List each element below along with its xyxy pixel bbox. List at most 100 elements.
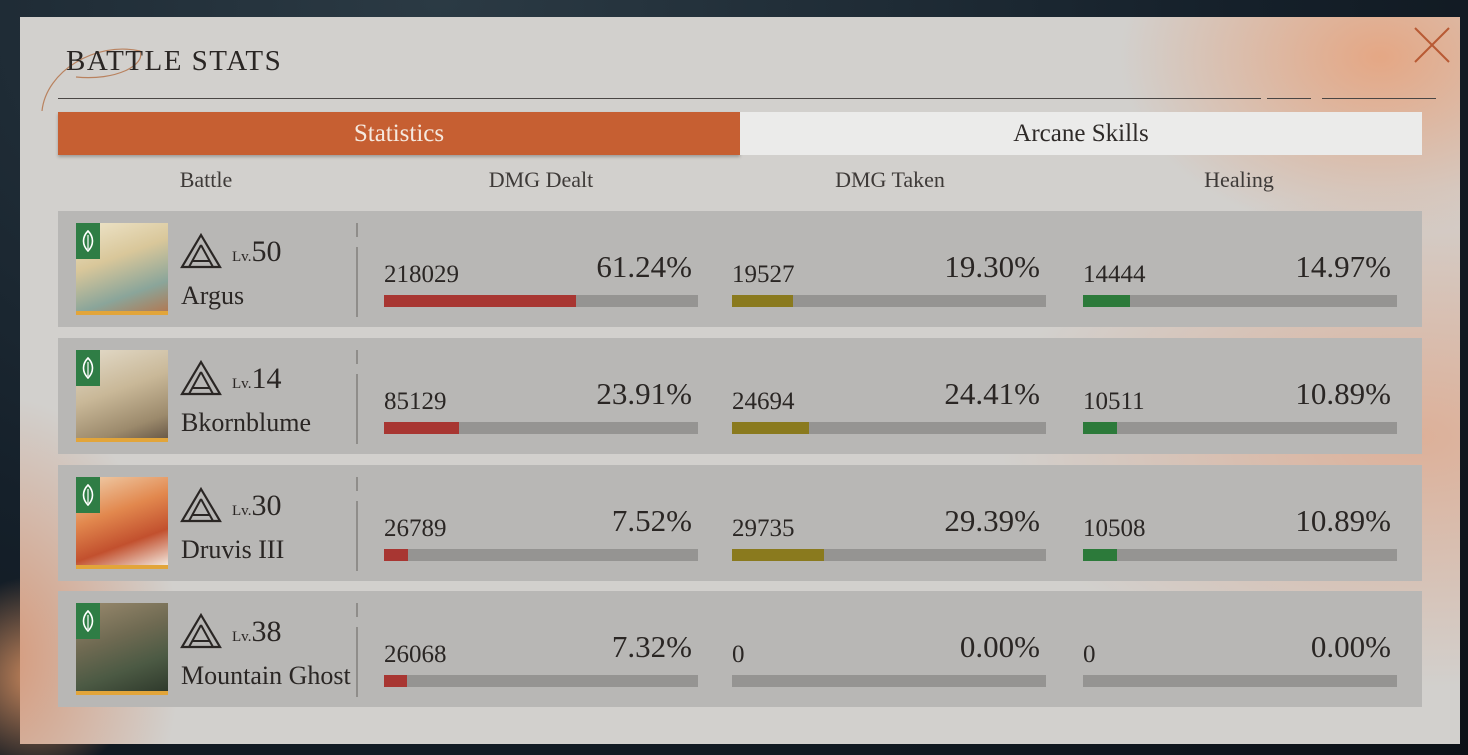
column-divider <box>356 627 358 697</box>
level-value: 50 <box>251 235 282 268</box>
dmg-taken-percent: 0.00% <box>959 629 1040 664</box>
dmg-dealt-percent: 23.91% <box>596 376 692 411</box>
dmg-dealt-bar-track <box>384 675 698 687</box>
healing-stat: 10511 10.89% <box>1083 376 1397 438</box>
tab-bar: Statistics Arcane Skills <box>58 112 1422 155</box>
dmg-dealt-stat: 218029 61.24% <box>384 249 698 311</box>
level-value: 30 <box>251 489 282 522</box>
dmg-dealt-bar-fill <box>384 675 407 687</box>
dmg-taken-bar-fill <box>732 295 793 307</box>
dmg-taken-value: 29735 <box>732 515 795 542</box>
column-divider <box>356 350 358 364</box>
leaf-element-icon <box>76 350 100 386</box>
title-divider-segment <box>1267 98 1311 99</box>
level-prefix: Lv. <box>232 376 252 392</box>
tab-statistics[interactable]: Statistics <box>58 112 740 155</box>
dmg-dealt-bar-track <box>384 549 698 561</box>
column-divider <box>356 223 358 237</box>
title-divider-segment <box>1322 98 1436 99</box>
close-icon <box>1414 27 1450 63</box>
panel-title: BATTLE STATS <box>66 45 283 77</box>
character-portrait[interactable] <box>76 223 168 315</box>
column-divider <box>356 247 358 317</box>
healing-percent: 14.97% <box>1295 249 1391 284</box>
dmg-dealt-bar-track <box>384 422 698 434</box>
character-portrait[interactable] <box>76 477 168 569</box>
healing-bar-fill <box>1083 422 1118 434</box>
dmg-taken-value: 24694 <box>732 388 795 415</box>
healing-stat: 14444 14.97% <box>1083 249 1397 311</box>
column-divider <box>356 501 358 571</box>
dmg-taken-bar-track <box>732 295 1046 307</box>
level-prefix: Lv. <box>232 629 252 645</box>
tab-arcane-skills[interactable]: Arcane Skills <box>740 112 1422 155</box>
healing-percent: 0.00% <box>1310 629 1391 664</box>
triangle-tier-icon <box>180 487 222 523</box>
dmg-dealt-stat: 26789 7.52% <box>384 503 698 565</box>
healing-stat: 0 0.00% <box>1083 629 1397 691</box>
character-level: Lv.50 <box>232 235 281 269</box>
dmg-dealt-bar-fill <box>384 422 460 434</box>
dmg-dealt-percent: 7.32% <box>611 629 692 664</box>
character-name: Mountain Ghost <box>181 661 351 690</box>
column-divider <box>356 477 358 491</box>
leaf-element-icon <box>76 477 100 513</box>
character-name: Argus <box>181 281 245 310</box>
dmg-taken-bar-fill <box>732 549 825 561</box>
column-divider <box>356 374 358 444</box>
healing-value: 10511 <box>1083 388 1145 415</box>
dmg-taken-bar-track <box>732 422 1046 434</box>
healing-value: 10508 <box>1083 515 1146 542</box>
character-portrait[interactable] <box>76 350 168 442</box>
level-prefix: Lv. <box>232 503 252 519</box>
dmg-dealt-percent: 61.24% <box>596 249 692 284</box>
level-value: 38 <box>251 615 282 648</box>
column-header-dmg-taken: DMG Taken <box>835 167 945 192</box>
dmg-dealt-stat: 26068 7.32% <box>384 629 698 691</box>
healing-bar-fill <box>1083 295 1130 307</box>
character-level: Lv.38 <box>232 615 281 649</box>
dmg-dealt-stat: 85129 23.91% <box>384 376 698 438</box>
column-divider <box>356 603 358 617</box>
column-headers: Battle DMG Dealt DMG Taken Healing <box>20 167 1460 197</box>
character-row: Lv.38 Mountain Ghost 26068 7.32% 0 0.00% … <box>58 591 1422 707</box>
leaf-element-icon <box>76 603 100 639</box>
healing-percent: 10.89% <box>1295 376 1391 411</box>
healing-bar-track <box>1083 549 1397 561</box>
healing-value: 0 <box>1083 641 1096 668</box>
healing-bar-fill <box>1083 549 1118 561</box>
dmg-taken-stat: 29735 29.39% <box>732 503 1046 565</box>
title-swirl-ornament <box>41 48 142 112</box>
column-header-healing: Healing <box>1204 167 1274 192</box>
character-level: Lv.30 <box>232 489 281 523</box>
dmg-dealt-value: 85129 <box>384 388 447 415</box>
character-name: Druvis III <box>181 535 285 564</box>
character-level: Lv.14 <box>232 362 281 396</box>
dmg-dealt-percent: 7.52% <box>611 503 692 538</box>
dmg-taken-bar-fill <box>732 422 809 434</box>
leaf-element-icon <box>76 223 100 259</box>
character-portrait[interactable] <box>76 603 168 695</box>
dmg-taken-stat: 0 0.00% <box>732 629 1046 691</box>
healing-bar-track <box>1083 422 1397 434</box>
dmg-taken-percent: 29.39% <box>944 503 1040 538</box>
close-button[interactable] <box>1412 25 1452 65</box>
character-row: Lv.30 Druvis III 26789 7.52% 29735 29.39%… <box>58 465 1422 581</box>
dmg-dealt-value: 26068 <box>384 641 447 668</box>
dmg-dealt-value: 26789 <box>384 515 447 542</box>
dmg-taken-bar-track <box>732 549 1046 561</box>
dmg-taken-percent: 24.41% <box>944 376 1040 411</box>
healing-value: 14444 <box>1083 261 1146 288</box>
character-name: Bkornblume <box>181 408 311 437</box>
character-row: Lv.14 Bkornblume 85129 23.91% 24694 24.41… <box>58 338 1422 454</box>
healing-percent: 10.89% <box>1295 503 1391 538</box>
dmg-dealt-bar-fill <box>384 549 408 561</box>
column-header-dmg-dealt: DMG Dealt <box>488 167 594 192</box>
healing-bar-track <box>1083 675 1397 687</box>
dmg-taken-percent: 19.30% <box>944 249 1040 284</box>
triangle-tier-icon <box>180 613 222 649</box>
dmg-taken-value: 19527 <box>732 261 795 288</box>
dmg-taken-stat: 24694 24.41% <box>732 376 1046 438</box>
column-header-battle: Battle <box>179 167 233 192</box>
level-prefix: Lv. <box>232 249 252 265</box>
